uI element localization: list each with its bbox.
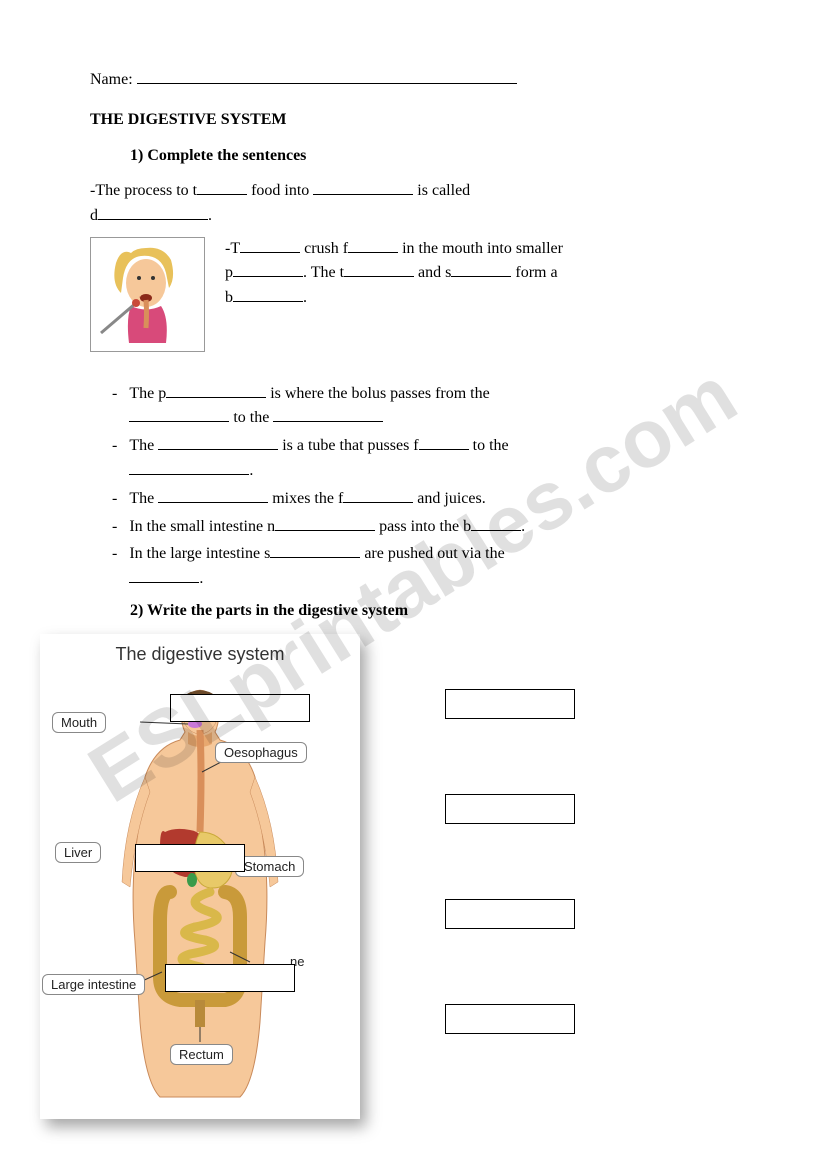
text-frag: p: [225, 264, 233, 281]
blank-input[interactable]: [343, 490, 413, 503]
text-frag: d: [90, 207, 98, 224]
text-frag: .: [521, 518, 525, 535]
name-label: Name:: [90, 71, 133, 88]
text-frag: pass into the b: [375, 518, 471, 535]
text-frag: is where the bolus passes from the: [266, 385, 490, 402]
text-frag: The: [129, 490, 158, 507]
blank-input[interactable]: [197, 182, 247, 195]
text-frag: to the: [229, 409, 273, 426]
diagram-answer-box[interactable]: [135, 844, 245, 872]
text-frag: are pushed out via the: [360, 545, 504, 562]
answer-box[interactable]: [445, 794, 575, 824]
blank-input[interactable]: [270, 545, 360, 558]
text-frag: and s: [414, 264, 451, 281]
name-field-row: Name:: [90, 70, 736, 89]
dash-icon: -: [112, 515, 117, 540]
text-frag: .: [249, 462, 253, 479]
text-frag: b: [225, 289, 233, 306]
blank-input[interactable]: [419, 437, 469, 450]
sentence-2-row: -T crush f in the mouth into smaller p . …: [90, 237, 736, 352]
blank-input[interactable]: [313, 182, 413, 195]
label-rectum: Rectum: [170, 1044, 233, 1065]
blank-input[interactable]: [98, 207, 208, 220]
text-frag: food into: [247, 182, 313, 199]
list-item: - The p is where the bolus passes from t…: [112, 382, 736, 432]
list-item: - In the large intestine s are pushed ou…: [112, 542, 736, 592]
bullet-list: - The p is where the bolus passes from t…: [112, 382, 736, 592]
blank-input[interactable]: [344, 264, 414, 277]
text-frag: .: [303, 289, 307, 306]
dash-icon: -: [112, 542, 117, 592]
diagram-title: The digestive system: [40, 634, 360, 665]
text-frag: -The process to t: [90, 182, 197, 199]
text-frag: in the mouth into smaller: [398, 240, 563, 257]
list-item: - The is a tube that pusses f to the .: [112, 434, 736, 484]
text-frag: In the large intestine s: [129, 545, 270, 562]
dash-icon: -: [112, 434, 117, 484]
blank-input[interactable]: [471, 518, 521, 531]
diagram-answer-box[interactable]: [170, 694, 310, 722]
text-frag: form a: [511, 264, 557, 281]
side-answer-column: [445, 634, 575, 1034]
text-frag: to the: [469, 437, 509, 454]
blank-input[interactable]: [348, 240, 398, 253]
sentence-2-text: -T crush f in the mouth into smaller p . …: [225, 237, 736, 311]
label-liver: Liver: [55, 842, 101, 863]
text-frag: . The t: [303, 264, 344, 281]
answer-box[interactable]: [445, 689, 575, 719]
blank-input[interactable]: [233, 289, 303, 302]
label-large-intestine: Large intestine: [42, 974, 145, 995]
label-oesophagus: Oesophagus: [215, 742, 307, 763]
text-frag: .: [199, 570, 203, 587]
label-mouth: Mouth: [52, 712, 106, 733]
blank-input[interactable]: [166, 385, 266, 398]
sentence-1: -The process to t food into is called d.: [90, 179, 736, 229]
blank-input[interactable]: [451, 264, 511, 277]
blank-input[interactable]: [273, 409, 383, 422]
blank-input[interactable]: [129, 409, 229, 422]
blank-input[interactable]: [129, 570, 199, 583]
text-frag: The: [129, 437, 158, 454]
diagram-area: The digestive system: [40, 634, 736, 1119]
text-frag: -T: [225, 240, 240, 257]
dash-icon: -: [112, 382, 117, 432]
blank-input[interactable]: [129, 462, 249, 475]
answer-box[interactable]: [445, 899, 575, 929]
blank-input[interactable]: [233, 264, 303, 277]
eating-illustration: [90, 237, 205, 352]
name-input-line[interactable]: [137, 70, 517, 84]
page-title: THE DIGESTIVE SYSTEM: [90, 111, 736, 129]
text-frag: In the small intestine n: [129, 518, 275, 535]
digestive-diagram: The digestive system: [40, 634, 360, 1119]
label-stomach: Stomach: [235, 856, 304, 877]
text-frag: mixes the f: [268, 490, 343, 507]
text-frag: is called: [413, 182, 470, 199]
blank-input[interactable]: [158, 490, 268, 503]
diagram-answer-box[interactable]: [165, 964, 295, 992]
text-frag: crush f: [300, 240, 348, 257]
answer-box[interactable]: [445, 1004, 575, 1034]
blank-input[interactable]: [158, 437, 278, 450]
blank-input[interactable]: [275, 518, 375, 531]
worksheet-page: Name: THE DIGESTIVE SYSTEM 1) Complete t…: [0, 0, 826, 1159]
text-frag: The p: [129, 385, 166, 402]
text-frag: is a tube that pusses f: [278, 437, 418, 454]
text-frag: and juices.: [413, 490, 485, 507]
section-1-heading: 1) Complete the sentences: [130, 147, 736, 165]
blank-input[interactable]: [240, 240, 300, 253]
text-frag: .: [208, 207, 212, 224]
dash-icon: -: [112, 487, 117, 512]
list-item: - The mixes the f and juices.: [112, 487, 736, 512]
section-2-heading: 2) Write the parts in the digestive syst…: [130, 602, 736, 620]
list-item: - In the small intestine n pass into the…: [112, 515, 736, 540]
